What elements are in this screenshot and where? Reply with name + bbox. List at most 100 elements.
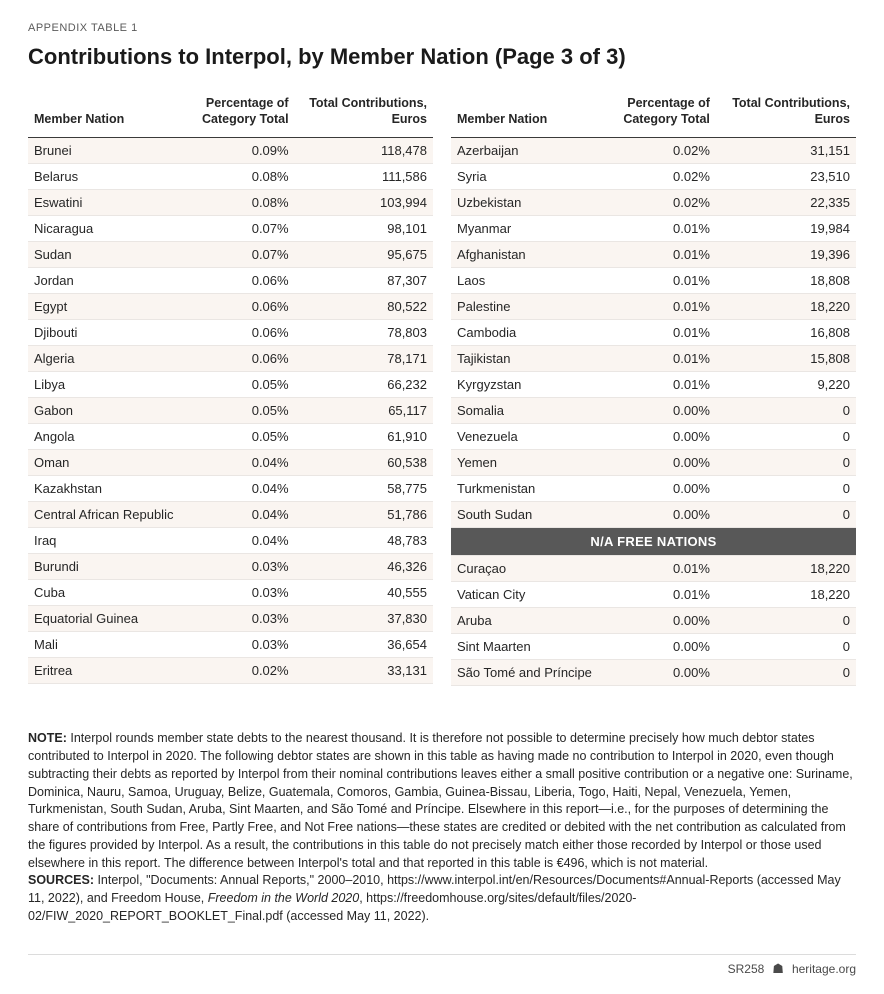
cell-total: 18,808 — [716, 268, 856, 294]
cell-total: 0 — [716, 476, 856, 502]
table-row: Turkmenistan0.00%0 — [451, 476, 856, 502]
cell-pct: 0.03% — [189, 554, 294, 580]
table-row: Kyrgyzstan0.01%9,220 — [451, 372, 856, 398]
cell-nation: Palestine — [451, 294, 610, 320]
cell-pct: 0.00% — [610, 398, 716, 424]
table-row: Eritrea0.02%33,131 — [28, 658, 433, 684]
cell-nation: Kazakhstan — [28, 476, 189, 502]
table-row: Jordan0.06%87,307 — [28, 268, 433, 294]
left-table: Member Nation Percentage ofCategory Tota… — [28, 96, 433, 684]
cell-total: 103,994 — [295, 190, 433, 216]
cell-total: 78,803 — [295, 320, 433, 346]
cell-nation: Iraq — [28, 528, 189, 554]
note-text: Interpol rounds member state debts to th… — [28, 731, 853, 869]
table-row: Algeria0.06%78,171 — [28, 346, 433, 372]
cell-nation: Eswatini — [28, 190, 189, 216]
cell-pct: 0.02% — [610, 164, 716, 190]
cell-nation: Eritrea — [28, 658, 189, 684]
table-row: Tajikistan0.01%15,808 — [451, 346, 856, 372]
cell-nation: Algeria — [28, 346, 189, 372]
bell-icon: ☗ — [772, 961, 784, 977]
cell-nation: Venezuela — [451, 424, 610, 450]
cell-nation: Laos — [451, 268, 610, 294]
cell-total: 18,220 — [716, 556, 856, 582]
cell-nation: Brunei — [28, 138, 189, 164]
cell-total: 111,586 — [295, 164, 433, 190]
cell-nation: Yemen — [451, 450, 610, 476]
cell-total: 60,538 — [295, 450, 433, 476]
cell-nation: Cambodia — [451, 320, 610, 346]
table-row: Angola0.05%61,910 — [28, 424, 433, 450]
cell-total: 31,151 — [716, 138, 856, 164]
cell-total: 0 — [716, 634, 856, 660]
cell-pct: 0.07% — [189, 216, 294, 242]
cell-total: 51,786 — [295, 502, 433, 528]
cell-total: 0 — [716, 398, 856, 424]
cell-pct: 0.08% — [189, 164, 294, 190]
cell-pct: 0.01% — [610, 294, 716, 320]
cell-nation: Vatican City — [451, 582, 610, 608]
table-row: Cuba0.03%40,555 — [28, 580, 433, 606]
cell-total: 19,984 — [716, 216, 856, 242]
cell-nation: Curaçao — [451, 556, 610, 582]
cell-pct: 0.01% — [610, 346, 716, 372]
table-row: Myanmar0.01%19,984 — [451, 216, 856, 242]
cell-total: 18,220 — [716, 582, 856, 608]
cell-total: 0 — [716, 502, 856, 528]
left-column: Member Nation Percentage ofCategory Tota… — [28, 96, 433, 686]
cell-nation: South Sudan — [451, 502, 610, 528]
cell-nation: Kyrgyzstan — [451, 372, 610, 398]
cell-pct: 0.05% — [189, 398, 294, 424]
cell-total: 61,910 — [295, 424, 433, 450]
footer-code: SR258 — [728, 962, 765, 976]
table-row: Djibouti0.06%78,803 — [28, 320, 433, 346]
cell-pct: 0.05% — [189, 372, 294, 398]
cell-nation: Tajikistan — [451, 346, 610, 372]
note-block: NOTE: Interpol rounds member state debts… — [28, 730, 856, 925]
table-row: Palestine0.01%18,220 — [451, 294, 856, 320]
appendix-label: APPENDIX TABLE 1 — [28, 22, 856, 34]
cell-total: 23,510 — [716, 164, 856, 190]
cell-pct: 0.06% — [189, 346, 294, 372]
cell-pct: 0.00% — [610, 450, 716, 476]
cell-total: 19,396 — [716, 242, 856, 268]
cell-nation: Somalia — [451, 398, 610, 424]
cell-pct: 0.03% — [189, 606, 294, 632]
right-table: Member Nation Percentage ofCategory Tota… — [451, 96, 856, 686]
cell-nation: Cuba — [28, 580, 189, 606]
note-label: NOTE: — [28, 731, 67, 745]
cell-nation: Myanmar — [451, 216, 610, 242]
cell-pct: 0.04% — [189, 450, 294, 476]
cell-nation: Syria — [451, 164, 610, 190]
table-row: Egypt0.06%80,522 — [28, 294, 433, 320]
cell-total: 15,808 — [716, 346, 856, 372]
cell-pct: 0.06% — [189, 294, 294, 320]
cell-pct: 0.02% — [610, 138, 716, 164]
cell-total: 98,101 — [295, 216, 433, 242]
cell-total: 18,220 — [716, 294, 856, 320]
table-row: Central African Republic0.04%51,786 — [28, 502, 433, 528]
cell-pct: 0.04% — [189, 528, 294, 554]
cell-nation: Afghanistan — [451, 242, 610, 268]
table-row: Uzbekistan0.02%22,335 — [451, 190, 856, 216]
cell-total: 0 — [716, 660, 856, 686]
cell-pct: 0.08% — [189, 190, 294, 216]
cell-total: 16,808 — [716, 320, 856, 346]
cell-nation: Sudan — [28, 242, 189, 268]
tables-container: Member Nation Percentage ofCategory Tota… — [28, 96, 856, 686]
cell-total: 95,675 — [295, 242, 433, 268]
col-total: Total Contributions,Euros — [295, 96, 433, 138]
table-row: Belarus0.08%111,586 — [28, 164, 433, 190]
footer-site: heritage.org — [792, 962, 856, 976]
table-row: Venezuela0.00%0 — [451, 424, 856, 450]
cell-nation: Djibouti — [28, 320, 189, 346]
cell-pct: 0.06% — [189, 268, 294, 294]
cell-nation: Belarus — [28, 164, 189, 190]
cell-nation: Equatorial Guinea — [28, 606, 189, 632]
cell-total: 37,830 — [295, 606, 433, 632]
cell-total: 36,654 — [295, 632, 433, 658]
page-title: Contributions to Interpol, by Member Nat… — [28, 44, 856, 70]
cell-total: 66,232 — [295, 372, 433, 398]
cell-nation: Egypt — [28, 294, 189, 320]
table-row: Iraq0.04%48,783 — [28, 528, 433, 554]
